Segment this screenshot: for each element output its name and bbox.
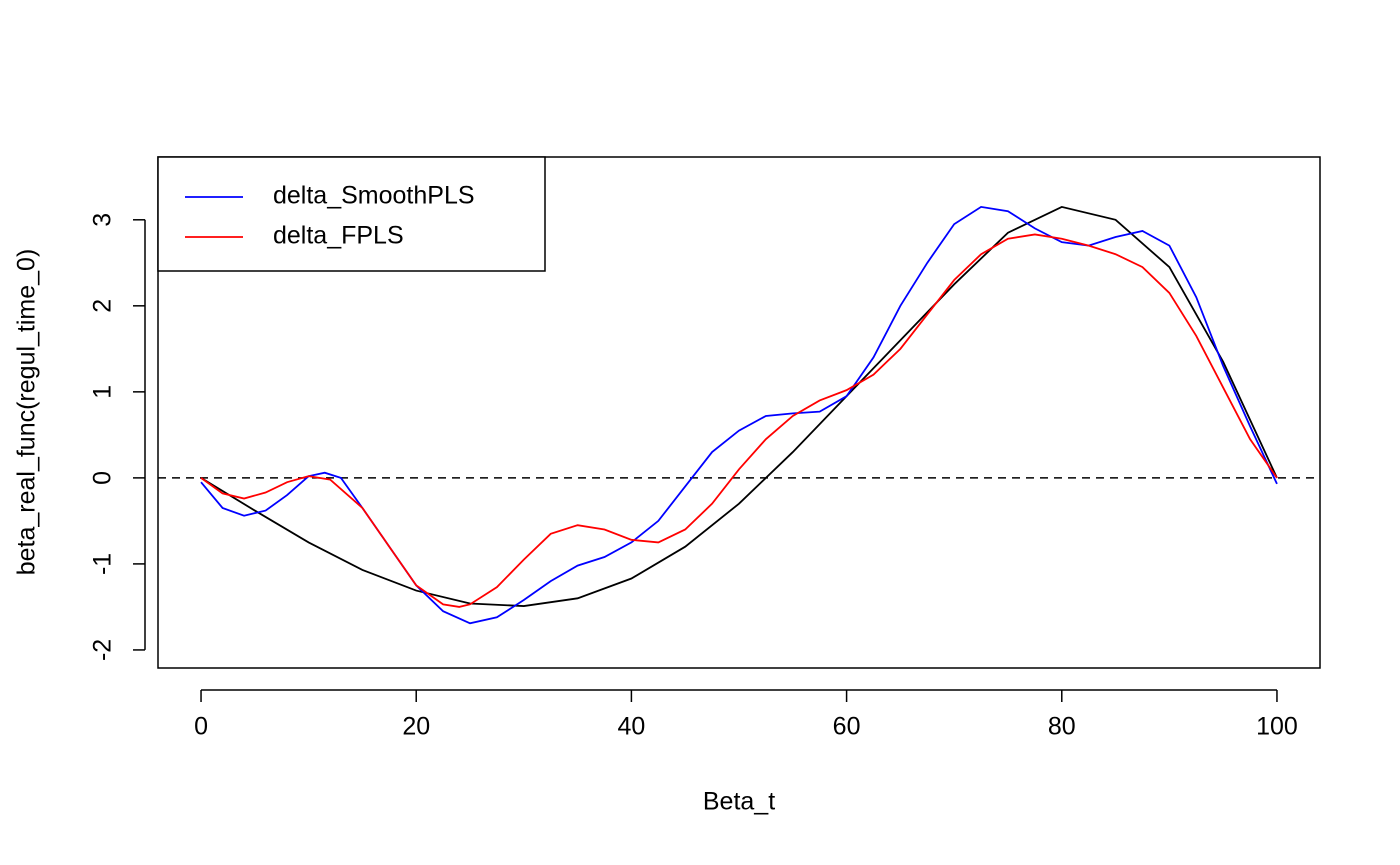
y-tick-label: -2: [89, 639, 117, 661]
x-tick-label: 80: [1048, 713, 1076, 741]
y-tick-label: -1: [89, 553, 117, 575]
x-tick-label: 0: [194, 713, 208, 741]
y-tick-label: 3: [89, 213, 117, 227]
x-tick-label: 60: [833, 713, 861, 741]
legend-label: delta_SmoothPLS: [273, 182, 475, 210]
x-tick-label: 100: [1256, 713, 1298, 741]
legend-label: delta_FPLS: [273, 222, 404, 250]
x-axis-label: Beta_t: [703, 788, 775, 816]
x-tick-label: 20: [402, 713, 430, 741]
x-tick-label: 40: [618, 713, 646, 741]
legend-box: [157, 156, 546, 272]
y-tick-label: 0: [89, 471, 117, 485]
y-tick-label: 2: [89, 299, 117, 313]
plot-box: [157, 156, 1321, 669]
y-axis-label: beta_real_func(regul_time_0): [13, 249, 41, 576]
series-line: [200, 205, 1278, 607]
y-tick-label: 1: [89, 385, 117, 399]
series-line: [200, 233, 1278, 608]
